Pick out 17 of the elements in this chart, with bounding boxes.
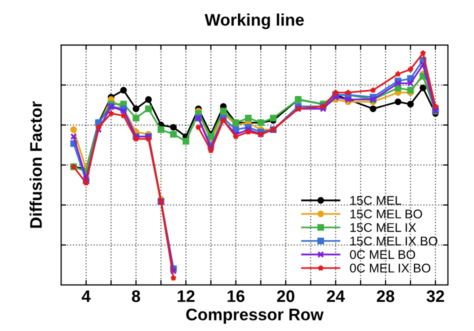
legend-label: 15C MEL IX BO	[350, 236, 438, 246]
x-tick-label: 32	[426, 290, 444, 302]
x-tick-label: 20	[277, 290, 294, 302]
x-tick-label: 12	[178, 290, 195, 302]
x-tick-label: 16	[228, 290, 244, 302]
x-tick-label: 28	[376, 290, 394, 302]
legend-label: 15C MEL BO	[350, 210, 422, 218]
legend-label: 15C MEL IX	[350, 223, 416, 232]
legend-label: 15C MEL	[350, 196, 402, 205]
legend-label: 0C MEL IX BO	[350, 264, 430, 273]
chart-title: Working line	[204, 13, 304, 30]
legend-label: 0C MEL BO	[350, 250, 416, 259]
x-axis-title: Compressor Row	[186, 308, 324, 324]
x-tick-label: 8	[132, 290, 140, 302]
y-axis-title: Diffusion Factor	[30, 101, 42, 228]
x-tick-label: 24	[326, 290, 345, 302]
x-tick-label: 4	[82, 290, 91, 302]
